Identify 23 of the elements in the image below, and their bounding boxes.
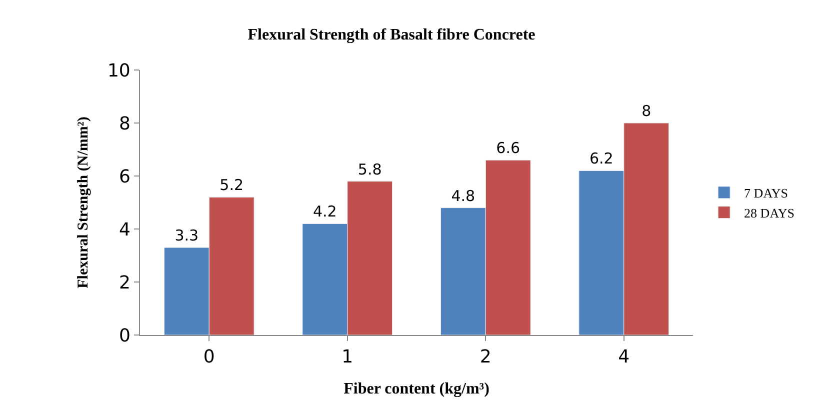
data-label: 3.3 [174, 226, 199, 245]
x-tick-label: 0 [203, 346, 215, 368]
data-label: 8 [642, 102, 652, 120]
y-tick-label: 4 [118, 219, 130, 240]
x-tick-label: 1 [342, 346, 354, 368]
x-tick-label: 2 [480, 346, 492, 368]
y-tick-label: 2 [118, 272, 130, 294]
data-label: 6.6 [496, 139, 520, 158]
y-tick-label: 6 [118, 166, 130, 188]
data-label: 6.2 [589, 150, 614, 168]
legend-label: 7 DAYS [744, 186, 788, 201]
x-axis-title: Fiber content (kg/m³) [344, 380, 490, 398]
data-label: 5.2 [220, 176, 244, 194]
legend-label: 28 DAYS [744, 205, 795, 220]
y-tick-label: 0 [118, 325, 130, 346]
y-tick-label: 8 [118, 113, 130, 134]
y-tick-label: 10 [107, 60, 130, 82]
data-label: 4.8 [451, 186, 476, 205]
x-tick-label: 4 [618, 346, 630, 368]
data-label: 5.8 [358, 160, 382, 178]
data-label: 4.2 [312, 202, 337, 221]
chart-title: Flexural Strength of Basalt fibre Concrete [248, 26, 536, 44]
y-axis-title: Flexural Strength (N/mm²) [76, 116, 92, 288]
